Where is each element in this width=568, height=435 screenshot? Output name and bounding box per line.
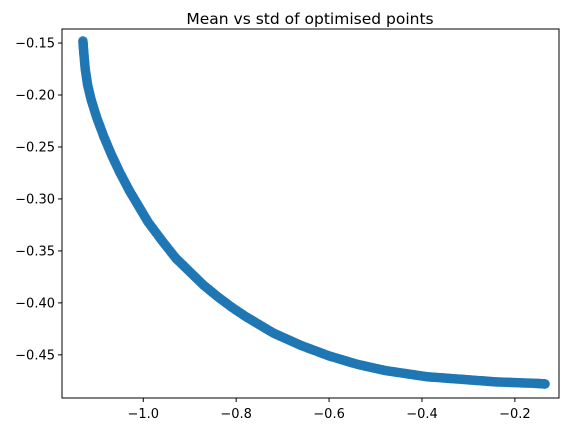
y-tick-label: −0.30 bbox=[15, 192, 55, 207]
y-tick-label: −0.20 bbox=[15, 89, 55, 104]
x-tick-label: −0.8 bbox=[220, 407, 252, 422]
plot-frame bbox=[61, 28, 560, 399]
x-tick-label: −0.6 bbox=[313, 407, 345, 422]
y-tick-label: −0.45 bbox=[15, 348, 55, 363]
y-tick-label: −0.15 bbox=[15, 37, 55, 52]
x-tick-label: −0.4 bbox=[406, 407, 438, 422]
y-tick-label: −0.25 bbox=[15, 140, 55, 155]
chart-title: Mean vs std of optimised points bbox=[186, 10, 433, 28]
points-layer bbox=[78, 36, 550, 389]
scatter-point bbox=[540, 379, 550, 389]
x-axis: −1.0 −0.8 −0.6 −0.4 −0.2 bbox=[127, 398, 531, 422]
y-tick-label: −0.35 bbox=[15, 244, 55, 259]
y-axis: −0.15 −0.20 −0.25 −0.30 −0.35 −0.40 −0.45 bbox=[15, 37, 62, 363]
y-tick-label: −0.40 bbox=[15, 296, 55, 311]
x-tick-label: −0.2 bbox=[499, 407, 531, 422]
x-tick-label: −1.0 bbox=[127, 407, 159, 422]
